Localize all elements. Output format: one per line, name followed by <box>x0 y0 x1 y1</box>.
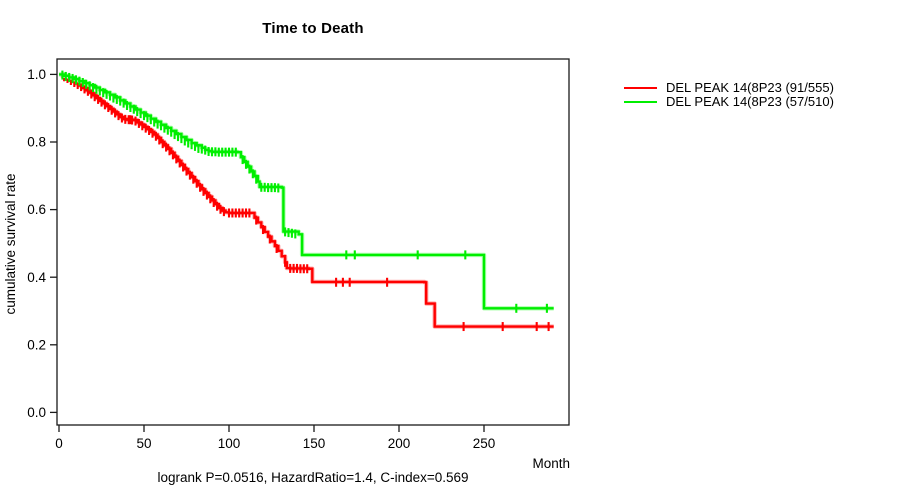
x-axis-unit-label: Month <box>532 456 570 471</box>
x-axis-tick-label: 100 <box>218 436 241 451</box>
x-axis-tick-label: 0 <box>55 436 63 451</box>
plot-box <box>56 58 570 426</box>
x-axis-tick-label: 50 <box>136 436 151 451</box>
x-axis-tick-label: 250 <box>473 436 496 451</box>
legend-line-icon <box>624 86 657 89</box>
y-axis-tick-label: 0.4 <box>27 270 46 285</box>
legend: DEL PEAK 14(8P23 (91/555) DEL PEAK 14(8P… <box>624 80 834 109</box>
legend-item: DEL PEAK 14(8P23 (91/555) <box>624 80 834 95</box>
chart-title: Time to Death <box>262 20 364 37</box>
legend-line-icon <box>624 100 657 103</box>
y-axis-tick-label: 0.2 <box>27 337 46 352</box>
legend-label: DEL PEAK 14(8P23 (57/510) <box>666 94 834 109</box>
y-axis-tick-label: 0.6 <box>27 202 46 217</box>
legend-label: DEL PEAK 14(8P23 (91/555) <box>666 80 834 95</box>
x-axis-tick-label: 150 <box>303 436 326 451</box>
stats-annotation: logrank P=0.0516, HazardRatio=1.4, C-ind… <box>157 470 469 485</box>
legend-item: DEL PEAK 14(8P23 (57/510) <box>624 94 834 109</box>
y-axis-tick-label: 0.8 <box>27 135 46 150</box>
y-axis-tick-label: 0.0 <box>27 405 46 420</box>
y-axis-tick-label: 1.0 <box>27 67 46 82</box>
x-axis-tick-label: 200 <box>388 436 411 451</box>
